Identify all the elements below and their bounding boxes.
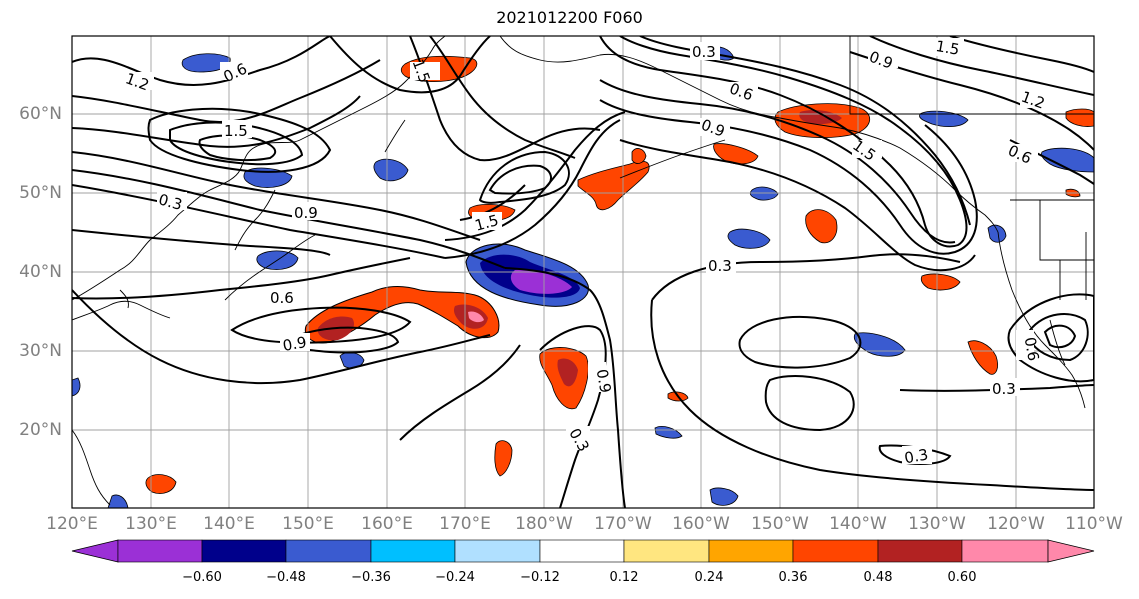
lon-label: 170°W	[594, 514, 652, 534]
graticule	[72, 36, 1094, 508]
colorbar-cell	[961, 539, 1049, 563]
lat-label: 50°N	[19, 183, 62, 203]
lon-label: 120°W	[987, 514, 1045, 534]
negative-anomaly-small-blobs	[72, 46, 1094, 508]
map-plot-area: 1.2 0.6 1.5 0.3 0.9 1.5 0.6 0.9 0.3 0.6 …	[72, 36, 1094, 508]
colorbar-cell	[285, 539, 372, 563]
contour-label: 0.9	[593, 368, 615, 395]
contour-label: 0.3	[692, 43, 716, 61]
colorbar-tick-label: 0.60	[947, 570, 977, 585]
colorbar-cell	[623, 539, 710, 563]
contour-label: 0.3	[157, 190, 185, 214]
colorbar-cell	[454, 539, 541, 563]
colorbar-tick-label: 0.36	[778, 570, 808, 585]
colorbar-cell	[370, 539, 456, 563]
contour-labels: 1.2 0.6 1.5 0.3 0.9 1.5 0.6 0.9 0.3 0.6 …	[123, 37, 1050, 467]
colorbar-under-arrow	[71, 539, 119, 563]
lon-label: 150°E	[282, 514, 334, 534]
colorbar-over-arrow	[1047, 539, 1095, 563]
colorbar-tick-label: −0.60	[182, 570, 222, 585]
lon-label: 110°W	[1065, 514, 1123, 534]
positive-anomaly-band	[304, 285, 500, 344]
coastlines	[72, 36, 1094, 506]
colorbar-tick-label: 0.12	[609, 570, 639, 585]
lon-label: 150°W	[751, 514, 809, 534]
negative-anomaly-blob	[465, 243, 589, 307]
contour-label: 0.9	[294, 204, 318, 222]
colorbar-cell	[117, 539, 203, 563]
contour-label: 0.6	[270, 289, 294, 307]
contour-label: 0.3	[708, 257, 732, 275]
map-title: 2021012200 F060	[496, 8, 643, 27]
colorbar	[71, 539, 1095, 563]
colorbar-cell	[708, 539, 794, 563]
contour-label: 0.3	[903, 445, 930, 467]
lon-label: 170°E	[439, 514, 491, 534]
colorbar-cell	[877, 539, 963, 563]
contour-label: 0.3	[992, 380, 1016, 398]
colorbar-tick-label: 0.24	[694, 570, 724, 585]
colorbar-cell	[539, 539, 625, 563]
contour-label: 0.6	[1021, 336, 1043, 363]
positive-anomaly-small-blobs	[145, 55, 1094, 494]
lon-label: 160°E	[361, 514, 413, 534]
lon-label: 130°E	[125, 514, 177, 534]
colorbar-cell	[201, 539, 287, 563]
lat-label: 40°N	[19, 262, 62, 282]
lat-label: 30°N	[19, 341, 62, 361]
map-frame	[71, 35, 1095, 509]
colorbar-cell	[792, 539, 879, 563]
shaded-field-layer	[72, 46, 1094, 508]
contour-label: 1.5	[934, 37, 961, 59]
colorbar-tick-label: 0.48	[863, 570, 893, 585]
lon-label: 140°E	[203, 514, 255, 534]
lon-label: 130°W	[908, 514, 966, 534]
lat-label: 60°N	[19, 104, 62, 124]
lon-label: 140°W	[829, 514, 887, 534]
lon-label: 160°W	[672, 514, 730, 534]
contour-label: 1.5	[473, 211, 501, 235]
lon-label: 120°E	[46, 514, 98, 534]
colorbar-tick-label: −0.12	[520, 570, 560, 585]
colorbar-tick-label: −0.36	[351, 570, 391, 585]
lon-label: 180°W	[515, 514, 573, 534]
lat-label: 20°N	[19, 420, 62, 440]
colorbar-tick-label: −0.24	[435, 570, 475, 585]
colorbar-tick-label: −0.48	[266, 570, 306, 585]
contour-label: 0.9	[281, 333, 308, 355]
contour-label: 1.5	[224, 122, 248, 140]
